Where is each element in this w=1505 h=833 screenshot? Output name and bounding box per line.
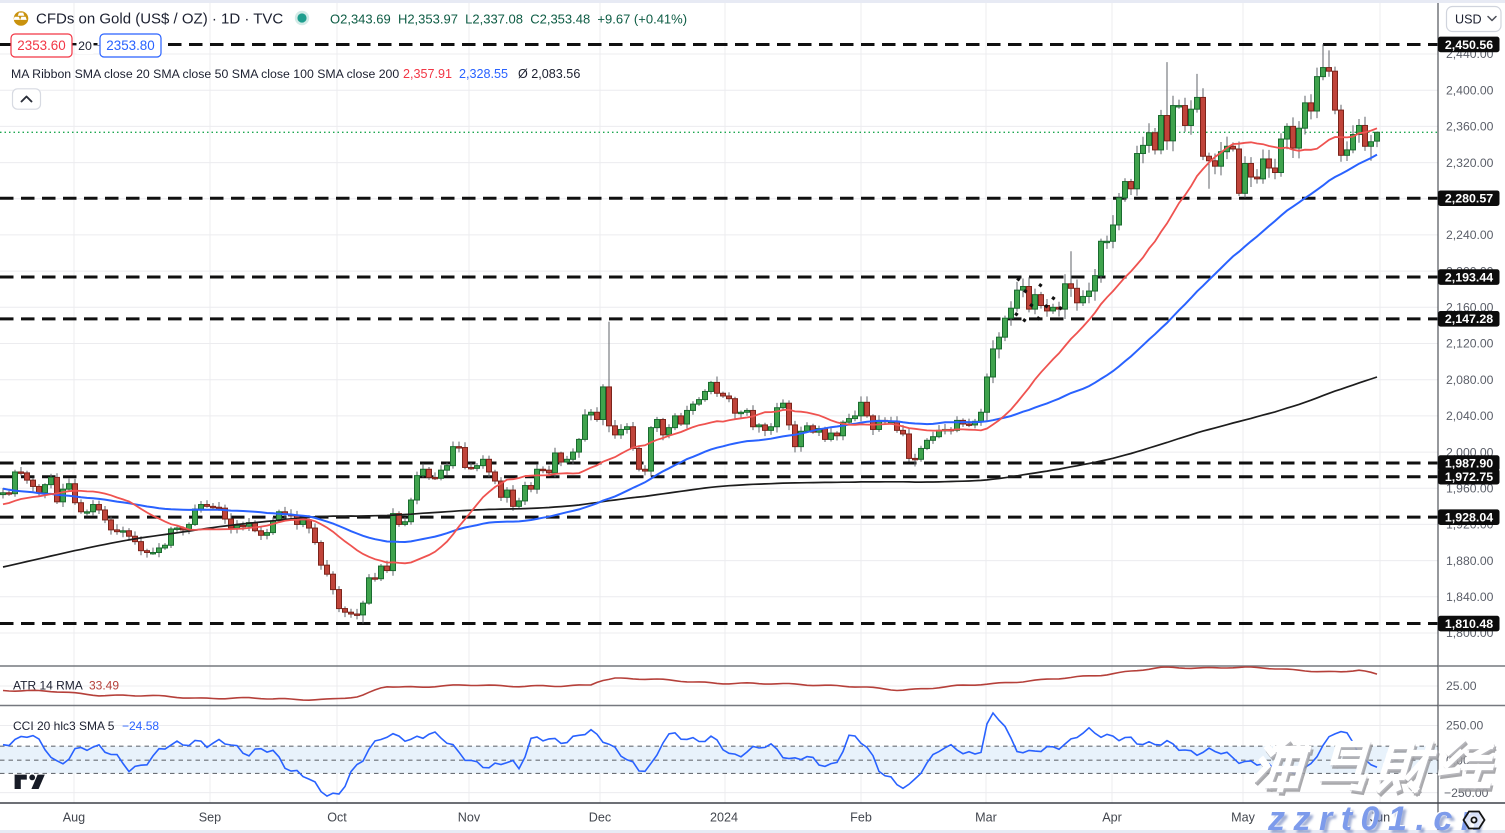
svg-text:2,450.56: 2,450.56 <box>1445 38 1493 52</box>
svg-text:1,987.90: 1,987.90 <box>1445 456 1493 470</box>
svg-text:Feb: Feb <box>850 811 872 825</box>
svg-text:2,357.91: 2,357.91 <box>403 67 452 81</box>
svg-text:ATR 14 RMA: ATR 14 RMA <box>13 678 83 692</box>
svg-text:1,810.48: 1,810.48 <box>1445 617 1493 631</box>
svg-text:2353.60: 2353.60 <box>17 38 65 53</box>
svg-text:2,147.28: 2,147.28 <box>1445 312 1493 326</box>
svg-text:May: May <box>1231 811 1255 825</box>
svg-text:MA Ribbon SMA close 20 SMA clo: MA Ribbon SMA close 20 SMA close 50 SMA … <box>11 67 399 81</box>
svg-text:1,928.04: 1,928.04 <box>1445 511 1493 525</box>
svg-text:2,040.00: 2,040.00 <box>1446 409 1494 423</box>
svg-text:USD: USD <box>1455 13 1482 27</box>
svg-text:2,120.00: 2,120.00 <box>1446 337 1494 351</box>
svg-text:Apr: Apr <box>1102 811 1122 825</box>
svg-text:Nov: Nov <box>458 811 481 825</box>
svg-text:CFDs on Gold (US$ / OZ) · 1D ·: CFDs on Gold (US$ / OZ) · 1D · TVC <box>36 11 283 28</box>
svg-text:CCI 20 hlc3 SMA 5: CCI 20 hlc3 SMA 5 <box>13 719 115 733</box>
svg-text:2,240.00: 2,240.00 <box>1446 228 1494 242</box>
svg-text:33.49: 33.49 <box>89 678 119 692</box>
svg-text:Oct: Oct <box>327 811 347 825</box>
svg-text:2,280.57: 2,280.57 <box>1445 192 1493 206</box>
svg-text:2,193.44: 2,193.44 <box>1445 270 1493 284</box>
svg-text:1,880.00: 1,880.00 <box>1446 554 1494 568</box>
svg-text:Jun: Jun <box>1370 811 1390 825</box>
svg-text:25.00: 25.00 <box>1446 679 1477 693</box>
svg-text:250.00: 250.00 <box>1446 719 1483 733</box>
svg-text:Ø 2,083.56: Ø 2,083.56 <box>518 67 580 81</box>
svg-text:2,080.00: 2,080.00 <box>1446 373 1494 387</box>
svg-text:2353.80: 2353.80 <box>106 38 154 53</box>
svg-text:20: 20 <box>78 39 92 53</box>
svg-text:Aug: Aug <box>63 811 85 825</box>
svg-text:2,160.00: 2,160.00 <box>1446 301 1494 315</box>
svg-text:2,320.00: 2,320.00 <box>1446 156 1494 170</box>
svg-text:Dec: Dec <box>589 811 611 825</box>
svg-text:1,972.75: 1,972.75 <box>1445 470 1493 484</box>
svg-text:1,960.00: 1,960.00 <box>1446 482 1494 496</box>
svg-text:2,360.00: 2,360.00 <box>1446 120 1494 134</box>
svg-text:Mar: Mar <box>975 811 997 825</box>
svg-text:O2,343.69 H2,353.97 L2,337.0: O2,343.69 H2,353.97 L2,337.08 C2,353.48 … <box>330 11 687 26</box>
svg-text:2024: 2024 <box>710 811 738 825</box>
svg-text:−24.58: −24.58 <box>122 719 159 733</box>
svg-text:2,400.00: 2,400.00 <box>1446 83 1494 97</box>
svg-text:2,328.55: 2,328.55 <box>459 67 508 81</box>
svg-text:1,840.00: 1,840.00 <box>1446 590 1494 604</box>
svg-text:Sep: Sep <box>199 811 221 825</box>
